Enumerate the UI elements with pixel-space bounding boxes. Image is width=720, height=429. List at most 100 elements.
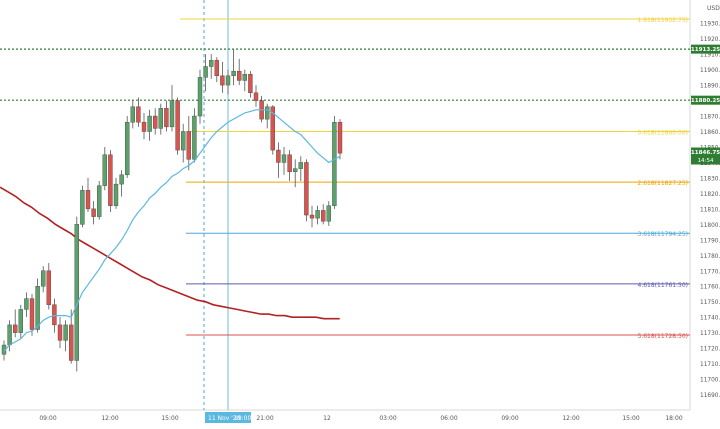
price-tick-label: 11800.00 bbox=[700, 223, 720, 229]
candle-up bbox=[124, 122, 130, 176]
crosshair-date-label: 11 Nov '20 bbox=[208, 415, 241, 422]
price-badge-bg bbox=[691, 95, 720, 105]
price-tick-label: 11870.00 bbox=[700, 115, 720, 121]
candle-up bbox=[147, 115, 152, 132]
candle-up bbox=[225, 75, 231, 86]
candle-down bbox=[52, 304, 57, 326]
price-tick-label: 11720.00 bbox=[700, 347, 720, 353]
crosshair-date-bg bbox=[205, 412, 251, 423]
crosshair-time-label: 19:00 bbox=[234, 415, 251, 422]
candle-down bbox=[214, 60, 220, 77]
candle-down bbox=[68, 324, 74, 361]
price-badge-label: 11913.25 bbox=[691, 47, 720, 53]
candle-down bbox=[85, 190, 91, 210]
time-tick-label: 06:00 bbox=[440, 415, 457, 422]
candle-up bbox=[293, 168, 298, 172]
candle-up bbox=[231, 70, 236, 77]
price-tick-label: 11750.00 bbox=[700, 300, 720, 306]
candle-down bbox=[253, 92, 259, 101]
candle-up bbox=[96, 185, 102, 217]
candle-up bbox=[180, 131, 186, 151]
candle-up bbox=[63, 324, 68, 341]
price-tick-label: 11860.00 bbox=[700, 130, 720, 136]
candle-down bbox=[57, 324, 63, 341]
candle-up bbox=[298, 162, 303, 169]
price-axis-badge: 11913.25 bbox=[691, 44, 720, 54]
moving-average-line bbox=[0, 186, 340, 320]
candle-up bbox=[41, 270, 46, 287]
fib-level-label: 3.618(11794.25) bbox=[638, 231, 689, 238]
candle-up bbox=[24, 298, 29, 310]
time-tick-label: 09:00 bbox=[501, 415, 518, 422]
price-tick-label: 11740.00 bbox=[700, 316, 720, 322]
candle-up bbox=[74, 224, 80, 361]
candle-down bbox=[337, 122, 343, 154]
price-tick-label: 11830.00 bbox=[700, 176, 720, 182]
candle-up bbox=[113, 183, 119, 206]
fib-level-label: 5.618(11728.50) bbox=[638, 333, 689, 340]
candle-down bbox=[12, 324, 18, 333]
fib-level-label: 4.618(11761.50) bbox=[638, 282, 689, 289]
price-tick-label: 11790.00 bbox=[700, 238, 720, 244]
candle-down bbox=[248, 74, 253, 94]
time-tick-label: 03:00 bbox=[379, 415, 396, 422]
candle-up bbox=[169, 100, 175, 128]
candle-down bbox=[91, 208, 96, 217]
time-tick-label: 15:00 bbox=[161, 415, 178, 422]
candle-up bbox=[315, 210, 320, 219]
candle-up bbox=[102, 154, 108, 186]
price-tick-label: 11810.00 bbox=[700, 207, 720, 213]
candle-up bbox=[158, 108, 164, 129]
price-badge-bg bbox=[691, 147, 720, 165]
candle-up bbox=[203, 66, 208, 78]
candle-up bbox=[18, 309, 23, 333]
price-tick-label: 11780.00 bbox=[700, 254, 720, 260]
candle-up bbox=[7, 324, 12, 346]
time-tick-label: 15:00 bbox=[622, 415, 639, 422]
candle-down bbox=[276, 149, 281, 163]
time-tick-label: 21:00 bbox=[256, 415, 273, 422]
fib-level-label: 1.618(11932.75) bbox=[638, 17, 689, 24]
candle-up bbox=[119, 174, 124, 185]
candle-down bbox=[141, 122, 147, 132]
candle-down bbox=[321, 210, 326, 222]
candle-up bbox=[332, 122, 337, 206]
candle-up bbox=[130, 106, 136, 123]
candle-down bbox=[287, 154, 292, 172]
candle-down bbox=[136, 106, 141, 123]
price-badge-label: 11880.25 bbox=[691, 98, 720, 104]
time-tick-label: 12:00 bbox=[562, 415, 579, 422]
price-badge-bg bbox=[691, 44, 720, 54]
candle-up bbox=[35, 286, 40, 330]
price-tick-label: 11820.00 bbox=[700, 192, 720, 198]
candle-up bbox=[265, 106, 270, 120]
candle-down bbox=[236, 70, 242, 81]
price-tick-label: 11890.00 bbox=[700, 84, 720, 90]
candle-down bbox=[175, 100, 180, 151]
fib-level-label: 2.618(11827.25) bbox=[638, 180, 689, 187]
candle-down bbox=[46, 270, 51, 305]
price-axis-badge: 11846.75 14:54 bbox=[691, 147, 720, 165]
candle-up bbox=[80, 190, 85, 225]
price-tick-label: 11900.00 bbox=[700, 68, 720, 74]
price-tick-label: 11700.00 bbox=[700, 378, 720, 384]
price-tick-label: 11710.00 bbox=[700, 362, 720, 368]
candle-up bbox=[192, 115, 197, 160]
price-tick-label: 11910.00 bbox=[700, 53, 720, 59]
time-tick-label: 18:00 bbox=[665, 415, 682, 422]
price-badge-label: 11846.75 bbox=[691, 150, 720, 156]
candle-down bbox=[29, 298, 35, 330]
candle-up bbox=[208, 60, 214, 67]
candle-up bbox=[197, 77, 203, 117]
price-tick-label: 11930.00 bbox=[700, 22, 720, 28]
price-tick-label: 11920.00 bbox=[700, 37, 720, 43]
candle-down bbox=[309, 214, 315, 219]
time-tick-label: 09:00 bbox=[39, 415, 56, 422]
candle-down bbox=[186, 131, 192, 160]
price-tick-label: 11770.00 bbox=[700, 269, 720, 275]
ema-line bbox=[3, 109, 341, 352]
